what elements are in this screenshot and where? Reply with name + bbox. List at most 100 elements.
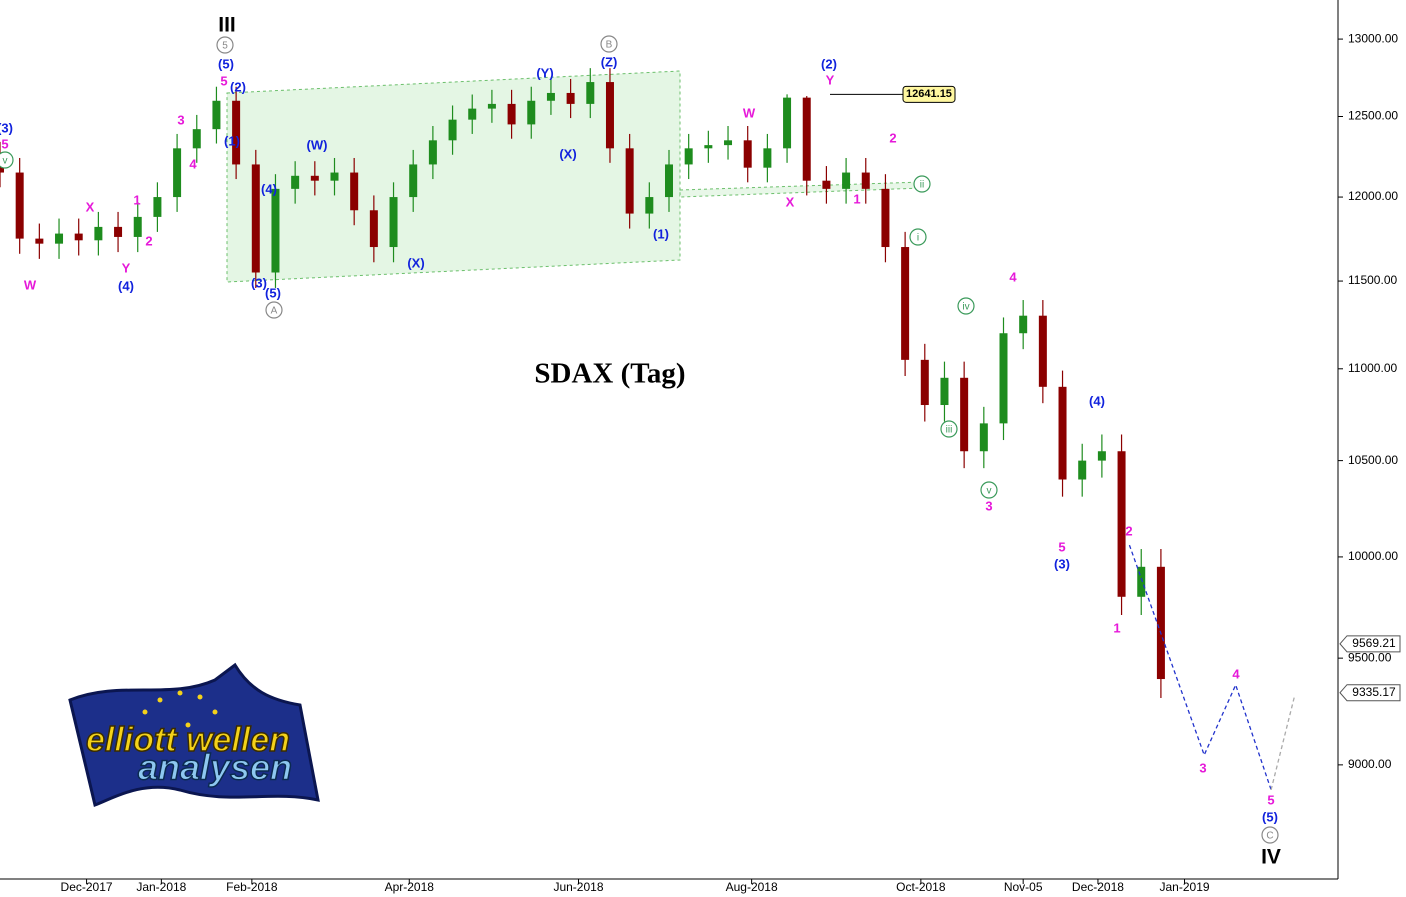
wave-circle xyxy=(940,420,958,438)
candle-body xyxy=(74,233,83,241)
wave-label: X xyxy=(86,199,95,214)
wave-label: iii xyxy=(946,425,953,436)
candle-body xyxy=(960,377,969,452)
wave-circle xyxy=(1261,826,1279,844)
wave-label: 5 xyxy=(220,73,227,88)
candle-body xyxy=(15,172,24,239)
candle-body xyxy=(55,233,64,244)
candle-body xyxy=(192,129,201,149)
candle-body xyxy=(999,333,1008,424)
wave-label: (5) xyxy=(1262,809,1278,824)
wave-label: B xyxy=(606,40,613,51)
wave-label: 3 xyxy=(177,112,184,127)
wave-label: A xyxy=(271,306,278,317)
y-tick-label: 10500.00 xyxy=(1348,453,1398,467)
y-tick-label: 12000.00 xyxy=(1348,189,1398,203)
logo-stars xyxy=(142,690,218,728)
candle-body xyxy=(546,92,555,101)
logo-text: analysen xyxy=(138,747,292,788)
x-tick-label: Oct-2018 xyxy=(896,880,946,894)
candle-body xyxy=(212,100,221,130)
wave-label: (2) xyxy=(230,79,246,94)
candle-body xyxy=(625,148,634,214)
wave-label: 5 xyxy=(222,41,228,52)
candle-body xyxy=(114,226,123,237)
projection-line xyxy=(1270,695,1296,790)
candle-body xyxy=(645,197,654,214)
candle-body xyxy=(232,100,241,165)
wave-label: (X) xyxy=(559,146,576,161)
x-tick-label: Jan-2019 xyxy=(1160,880,1210,894)
wave-circle xyxy=(957,297,975,315)
logo-flag xyxy=(68,662,320,807)
wave-label: C xyxy=(1266,831,1273,842)
wave-label: (4) xyxy=(1089,393,1105,408)
candle-body xyxy=(1156,566,1165,680)
wave-label: (X) xyxy=(407,255,424,270)
y-tick-label: 12500.00 xyxy=(1348,109,1398,123)
candle-body xyxy=(251,164,260,273)
candle-body xyxy=(409,164,418,198)
wave-circle xyxy=(216,36,234,54)
candle-body xyxy=(881,188,890,248)
wave-label: 1 xyxy=(853,191,860,206)
wave-label: 5 xyxy=(1,136,8,151)
x-tick-label: Jun-2018 xyxy=(553,880,603,894)
candle-body xyxy=(448,119,457,141)
y-tick-label: 11500.00 xyxy=(1348,273,1397,287)
logo: elliott wellen analysen xyxy=(68,662,320,807)
projection-line xyxy=(1128,544,1272,791)
candle-body xyxy=(684,148,693,165)
wave-label: 4 xyxy=(1232,666,1240,681)
wave-label: Y xyxy=(826,72,835,87)
wave-label: v xyxy=(987,486,992,497)
wave-label: 1 xyxy=(133,192,140,207)
x-tick-label: Feb-2018 xyxy=(226,880,278,894)
peak-box xyxy=(902,85,956,103)
wave-circle xyxy=(265,301,283,319)
x-tick-label: Nov-05 xyxy=(1004,880,1043,894)
candle-body xyxy=(1019,315,1028,334)
candle-body xyxy=(940,377,949,406)
candle-body xyxy=(291,175,300,189)
wave-label: (3) xyxy=(0,120,13,135)
candle-body xyxy=(271,188,280,273)
y-tick-label: 9500.00 xyxy=(1348,650,1392,664)
candle-body xyxy=(704,145,713,149)
candle-body xyxy=(330,172,339,181)
candle-body xyxy=(724,140,733,146)
wave-label: (Y) xyxy=(536,65,553,80)
wave-label: v xyxy=(3,156,8,167)
wave-label: (4) xyxy=(261,181,277,196)
price-label: 9569.21 xyxy=(1352,636,1396,650)
price-label: 9335.17 xyxy=(1352,685,1396,699)
wave-label: W xyxy=(743,105,756,120)
wave-label: 2 xyxy=(889,130,896,145)
wave-label: (1) xyxy=(224,133,240,148)
y-tick-label: 10000.00 xyxy=(1348,549,1398,563)
x-tick-label: Apr-2018 xyxy=(385,880,435,894)
wave-label: 5 xyxy=(1267,792,1274,807)
wave-label: (5) xyxy=(265,285,281,300)
wave-circle xyxy=(0,151,14,169)
candle-body xyxy=(94,226,103,241)
wave-label: (3) xyxy=(251,275,267,290)
y-tick-label: 9000.00 xyxy=(1348,757,1392,771)
wave-label: Y xyxy=(122,260,131,275)
x-tick-label: Jan-2018 xyxy=(136,880,186,894)
wave-label: IV xyxy=(1261,846,1281,869)
wave-label: (5) xyxy=(218,56,234,71)
candle-body xyxy=(743,140,752,168)
wave-label: (4) xyxy=(118,278,134,293)
candle-body xyxy=(566,92,575,104)
wave-label: 1 xyxy=(1113,620,1120,635)
candle-body xyxy=(389,197,398,248)
candle-body xyxy=(173,148,182,198)
candle-body xyxy=(763,148,772,168)
candle-body xyxy=(1137,566,1146,597)
candle-body xyxy=(783,97,792,149)
wave-circle xyxy=(913,175,931,193)
wave-label: (2) xyxy=(821,56,837,71)
candle-body xyxy=(507,103,516,125)
